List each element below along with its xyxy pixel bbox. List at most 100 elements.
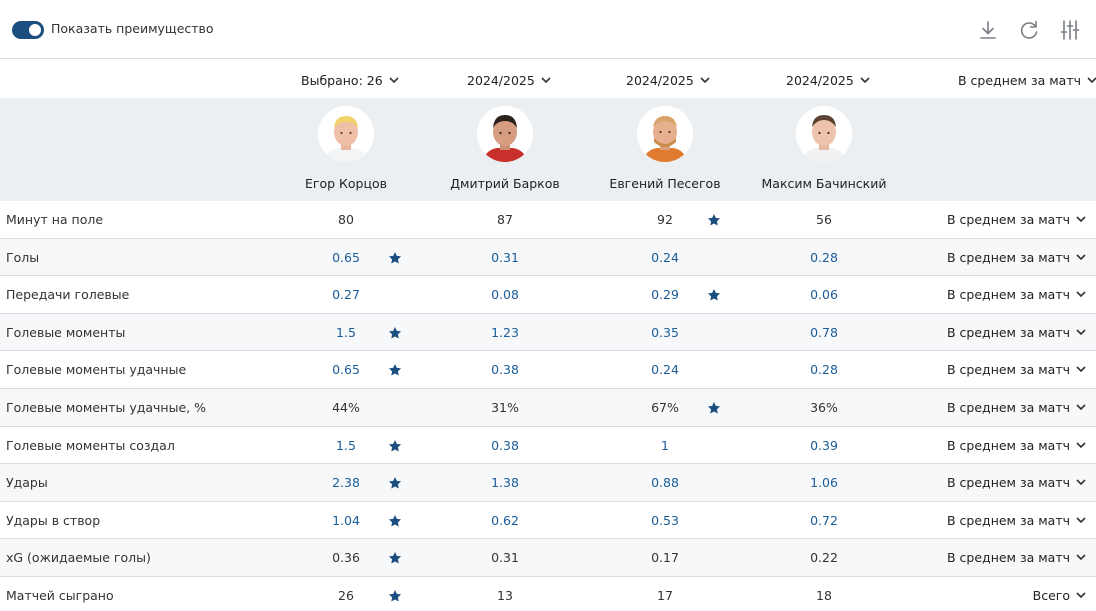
chevron-down-icon [1076, 366, 1086, 373]
stat-mode-dropdown[interactable]: В среднем за матч [947, 400, 1086, 415]
stat-value-player-4: 18 [816, 587, 832, 603]
settings-sliders-icon [1060, 20, 1080, 40]
advantage-toggle[interactable] [12, 21, 44, 39]
stat-row: Удары в створ 1.04 0.62 0.53 0.72 В среднем з… [0, 502, 1096, 540]
stat-value-player-3[interactable]: 0.29 [651, 287, 679, 303]
top-bar: Показать преимущество [0, 0, 1096, 59]
players-selected-dropdown[interactable]: Выбрано: 26 [301, 71, 399, 89]
stat-mode-label: В среднем за матч [947, 437, 1070, 453]
stat-value-player-2[interactable]: 1.23 [491, 324, 519, 340]
stat-value-player-4: 0.22 [810, 550, 838, 566]
season-dropdown-2[interactable]: 2024/2025 [626, 71, 710, 89]
stat-mode-dropdown[interactable]: В среднем за матч [947, 287, 1086, 302]
stat-mode-label: В среднем за матч [947, 324, 1070, 340]
best-value-star-icon [388, 439, 402, 453]
player-card-4: Максим Бачинский [744, 106, 904, 196]
player-name-3[interactable]: Евгений Песегов [609, 176, 721, 191]
season-dropdown-3[interactable]: 2024/2025 [786, 71, 870, 89]
stat-value-player-3[interactable]: 0.24 [651, 362, 679, 378]
stat-value-player-3[interactable]: 1 [661, 437, 669, 453]
stat-value-player-1: 44% [332, 399, 360, 415]
stat-mode-dropdown[interactable]: В среднем за матч [947, 212, 1086, 227]
stat-mode-dropdown[interactable]: В среднем за матч [947, 325, 1086, 340]
stat-value-player-4[interactable]: 0.72 [810, 512, 838, 528]
stat-mode-dropdown[interactable]: В среднем за матч [947, 250, 1086, 265]
stat-mode-dropdown[interactable]: Всего [1033, 588, 1086, 603]
stat-label: xG (ожидаемые голы) [6, 550, 151, 566]
stat-label: Голевые моменты [6, 324, 126, 340]
stat-value-player-2[interactable]: 0.08 [491, 287, 519, 303]
stat-value-player-4[interactable]: 1.06 [810, 475, 838, 491]
stat-mode-dropdown[interactable]: В среднем за матч [947, 438, 1086, 453]
stat-value-player-4[interactable]: 0.28 [810, 249, 838, 265]
stat-value-player-3: 0.17 [651, 550, 679, 566]
player-name-2[interactable]: Дмитрий Барков [450, 176, 560, 191]
best-value-star-icon [707, 288, 721, 302]
stat-value-player-1[interactable]: 1.5 [336, 324, 356, 340]
player-avatar-1[interactable] [318, 106, 374, 162]
stat-mode-dropdown[interactable]: В среднем за матч [947, 362, 1086, 377]
best-value-star-icon [388, 514, 402, 528]
player-avatar-2[interactable] [477, 106, 533, 162]
refresh-button[interactable] [1016, 17, 1042, 43]
chevron-down-icon [1076, 441, 1086, 448]
stat-value-player-1[interactable]: 2.38 [332, 475, 360, 491]
stat-label: Удары в створ [6, 512, 101, 528]
player-avatar-4[interactable] [796, 106, 852, 162]
best-value-star-icon [707, 401, 721, 415]
stat-value-player-2[interactable]: 0.38 [491, 362, 519, 378]
stat-mode-label: В среднем за матч [947, 287, 1070, 303]
stat-mode-dropdown[interactable]: В среднем за матч [947, 475, 1086, 490]
stat-value-player-2: 87 [497, 212, 513, 227]
stat-value-player-4[interactable]: 0.28 [810, 362, 838, 378]
stat-row: Матчей сыграно 26 13 17 18 Всего [0, 577, 1096, 611]
stat-value-player-2[interactable]: 0.31 [491, 249, 519, 265]
stat-value-player-1[interactable]: 1.5 [336, 437, 356, 453]
stat-value-player-3: 92 [657, 212, 673, 227]
stat-value-player-4[interactable]: 0.78 [810, 324, 838, 340]
season-dropdown-1[interactable]: 2024/2025 [467, 71, 551, 89]
stat-row: Голевые моменты 1.5 1.23 0.35 0.78 В среднем … [0, 313, 1096, 352]
stat-value-player-3[interactable]: 0.53 [651, 512, 679, 528]
stats-table: Минут на поле 80 87 92 56 В среднем за матч Го… [0, 201, 1096, 611]
season-label-2: 2024/2025 [626, 72, 694, 88]
stat-value-player-2[interactable]: 1.38 [491, 475, 519, 491]
player-avatar-3[interactable] [637, 106, 693, 162]
stat-value-player-3[interactable]: 0.24 [651, 249, 679, 265]
stat-value-player-3[interactable]: 0.35 [651, 324, 679, 340]
chevron-down-icon [700, 76, 710, 83]
player-name-1[interactable]: Егор Корцов [304, 176, 387, 191]
stat-value-player-2: 31% [491, 399, 519, 415]
stat-value-player-1[interactable]: 0.65 [332, 249, 360, 265]
player-name-4[interactable]: Максим Бачинский [761, 176, 887, 191]
player-photo-icon [318, 106, 374, 162]
stat-label: Голевые моменты удачные, % [6, 399, 206, 415]
stat-mode-dropdown[interactable]: В среднем за матч [947, 550, 1086, 565]
stat-value-player-2[interactable]: 0.38 [491, 437, 519, 453]
best-value-star-icon [388, 551, 402, 565]
stat-value-player-4[interactable]: 0.06 [810, 287, 838, 303]
stat-value-player-1[interactable]: 0.27 [332, 287, 360, 303]
stat-row: Голы 0.65 0.31 0.24 0.28 В среднем за матч [0, 238, 1096, 277]
stat-row: Голевые моменты удачные, % 44% 31% 67% 36% В … [0, 388, 1096, 427]
chevron-down-icon [1076, 329, 1086, 335]
stat-mode-dropdown[interactable]: В среднем за матч [947, 513, 1086, 528]
players-selected-label: Выбрано: 26 [301, 72, 383, 88]
stat-row: Минут на поле 80 87 92 56 В среднем за матч [0, 201, 1096, 239]
stat-value-player-1[interactable]: 0.65 [332, 362, 360, 378]
players-header: Егор Корцов Дмитрий Барков [0, 98, 1096, 201]
refresh-icon [1020, 20, 1038, 39]
stat-mode-label: В среднем за матч [947, 249, 1070, 265]
stat-value-player-1[interactable]: 1.04 [332, 512, 360, 528]
stat-value-player-2: 0.31 [491, 550, 519, 566]
download-button[interactable] [975, 17, 1001, 43]
toggle-knob [29, 24, 41, 36]
stat-value-player-3[interactable]: 0.88 [651, 475, 679, 491]
stat-value-player-2[interactable]: 0.62 [491, 512, 519, 528]
stat-mode-label: В среднем за матч [947, 475, 1070, 491]
mode-dropdown[interactable]: В среднем за матч [958, 71, 1096, 89]
settings-button[interactable] [1057, 17, 1083, 43]
stat-value-player-1: 26 [338, 587, 354, 603]
chevron-down-icon [860, 76, 870, 83]
stat-value-player-4[interactable]: 0.39 [810, 437, 838, 453]
